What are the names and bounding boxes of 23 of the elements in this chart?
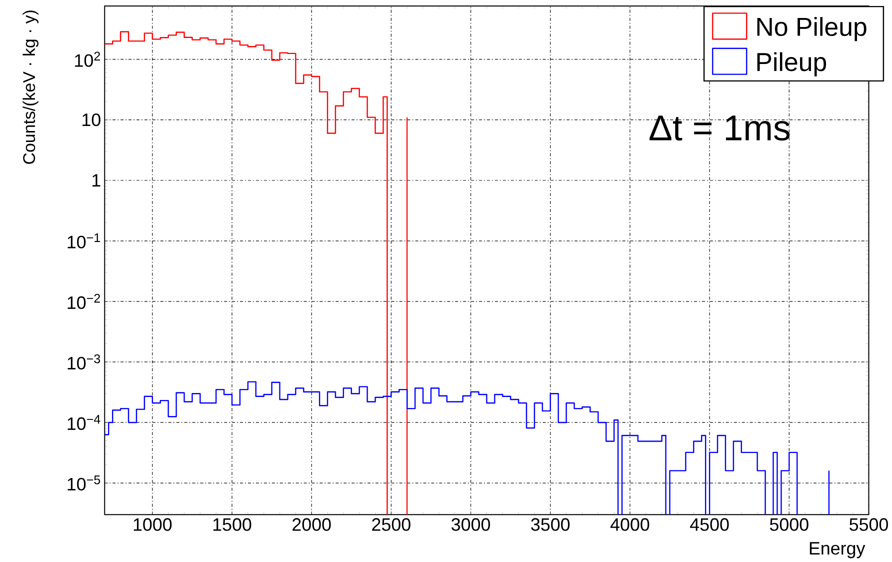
x-tick-label: 1500 (213, 518, 252, 532)
x-tick-label: 2000 (292, 518, 331, 532)
y-tick-label: 10$^{−5}$ (68, 476, 100, 491)
x-tick-label: 5500 (850, 518, 888, 532)
x-tick-label: 5000 (770, 518, 808, 532)
x-tick-label: 4000 (610, 518, 650, 532)
x-tick-label: 1000 (134, 518, 172, 532)
y-tick-label: 10$^{−2}$ (68, 294, 100, 310)
y-tick-label: 1 (92, 174, 100, 187)
x-tick-label: 4500 (690, 518, 729, 532)
x-axis-title: Energy (810, 542, 866, 558)
legend-label: No Pileup (757, 17, 866, 42)
y-tick-label: 10$^{−4}$ (68, 415, 100, 430)
annotation: Δt = 1ms (650, 116, 790, 141)
x-tick-label: 2500 (372, 518, 410, 532)
y-tick-label: 10$^{−1}$ (68, 234, 100, 249)
y-tick-label: 10 (82, 114, 100, 126)
legend-label: Pileup (757, 52, 826, 77)
y-tick-label: 10$^{−3}$ (68, 354, 100, 370)
x-tick-label: 3000 (452, 518, 490, 532)
x-tick-label: 3500 (531, 518, 570, 532)
y-axis-title: Counts/(keV · kg · y) (22, 10, 38, 164)
y-tick-label: 10$^{2}$ (75, 52, 100, 68)
